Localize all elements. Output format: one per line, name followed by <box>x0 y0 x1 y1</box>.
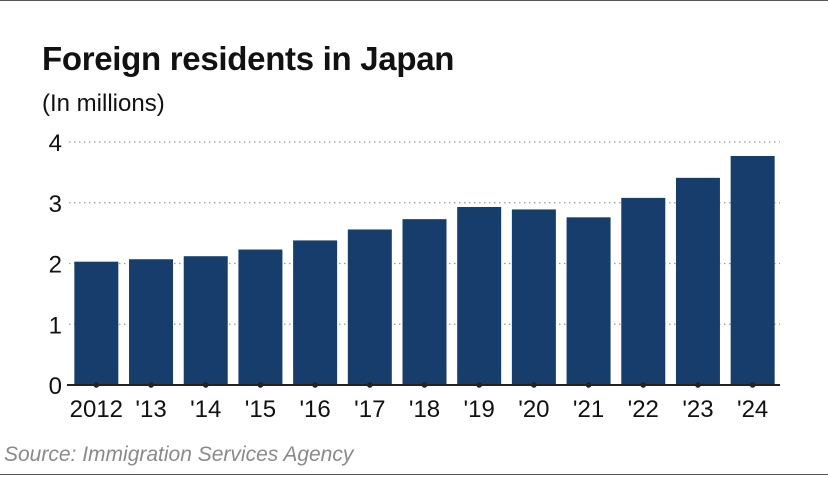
bar <box>293 240 338 385</box>
y-tick-label: 2 <box>49 252 62 279</box>
bar <box>457 207 502 385</box>
x-tick-mark <box>749 382 756 388</box>
chart-title: Foreign residents in Japan <box>42 40 455 77</box>
bar-chart: 0 1 2 3 4 2012 '13 '14 '15 '16 '17 '18 '19 '20 '21 '22 '… <box>49 130 780 423</box>
x-tick-mark <box>476 382 482 388</box>
bar <box>402 219 447 385</box>
x-tick-label: '17 <box>354 396 385 423</box>
x-tick-mark <box>421 382 428 388</box>
bar <box>621 197 666 385</box>
bar <box>511 209 556 385</box>
top-rule <box>0 0 828 1</box>
x-tick-mark <box>312 382 318 388</box>
x-tick-label: '23 <box>682 396 713 423</box>
bar <box>238 249 283 385</box>
bar <box>74 261 119 385</box>
source-note: Source: Immigration Services Agency <box>4 443 354 466</box>
bottom-rule <box>0 474 828 475</box>
x-tick-label: '19 <box>464 396 495 423</box>
x-tick-mark <box>531 382 537 388</box>
bar <box>730 155 775 385</box>
x-tick-mark <box>202 382 209 388</box>
x-tick-mark <box>93 382 100 388</box>
bar <box>183 256 228 385</box>
x-tick-label: '14 <box>190 396 221 423</box>
chart-subtitle: (In millions) <box>42 90 165 117</box>
x-tick-mark <box>257 382 264 388</box>
y-tick-label: 3 <box>49 191 62 218</box>
x-tick-label: 2012 <box>70 396 123 423</box>
x-tick-label: '13 <box>135 396 166 423</box>
x-tick-label: '20 <box>518 396 549 423</box>
x-tick-mark <box>585 382 592 388</box>
x-tick-mark <box>695 382 701 388</box>
x-tick-mark <box>148 382 154 388</box>
bar <box>566 217 611 385</box>
y-tick-label: 4 <box>49 130 62 157</box>
y-tick-label: 1 <box>49 312 62 339</box>
x-tick-mark <box>367 382 373 388</box>
bar <box>347 229 392 385</box>
x-tick-label: '22 <box>628 396 659 423</box>
x-tick-label: '16 <box>299 396 330 423</box>
bar <box>129 259 174 385</box>
x-tick-mark <box>640 382 647 388</box>
x-tick-label: '24 <box>737 396 768 423</box>
x-tick-label: '15 <box>245 396 276 423</box>
y-tick-label: 0 <box>49 373 62 400</box>
x-tick-label: '18 <box>409 396 440 423</box>
bar <box>675 177 720 385</box>
x-tick-label: '21 <box>573 396 604 423</box>
